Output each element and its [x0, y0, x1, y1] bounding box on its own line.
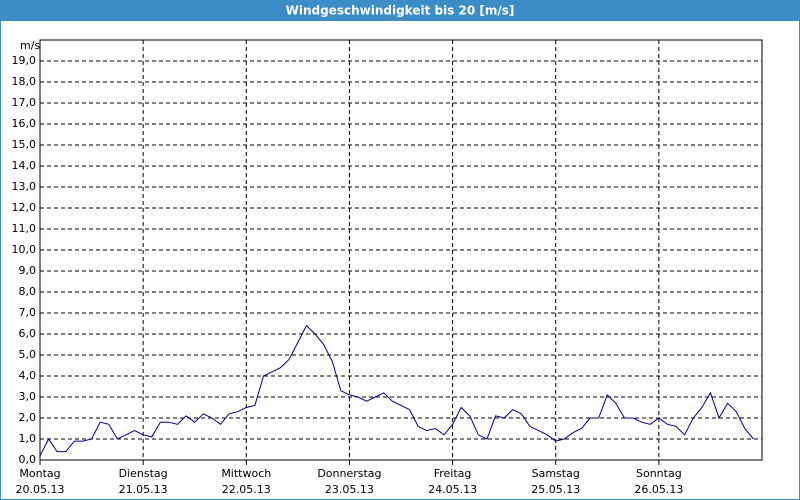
y-tick-label: 0,0: [19, 453, 37, 466]
y-tick-label: 13,0: [12, 180, 37, 193]
x-tick-label: Dienstag: [119, 467, 168, 480]
x-tick-date: 22.05.13: [222, 483, 271, 496]
y-tick-label: 19,0: [12, 54, 37, 67]
title-bar: [0, 0, 800, 21]
y-tick-label: 1,0: [19, 432, 37, 445]
y-tick-label: 17,0: [12, 96, 37, 109]
y-tick-label: 15,0: [12, 138, 37, 151]
x-tick-label: Samstag: [532, 467, 580, 480]
plot-border: [39, 39, 763, 461]
x-tick-date: 26.05.13: [634, 483, 683, 496]
y-tick-label: 3,0: [19, 390, 37, 403]
y-tick-label: 7,0: [19, 306, 37, 319]
y-tick-label: 6,0: [19, 327, 37, 340]
x-tick-date: 23.05.13: [325, 483, 374, 496]
y-tick-label: 10,0: [12, 243, 37, 256]
y-tick-label: 4,0: [19, 369, 37, 382]
x-tick-label: Sonntag: [636, 467, 682, 480]
y-tick-label: 5,0: [19, 348, 37, 361]
data-line: [39, 324, 754, 457]
chart-title: Windgeschwindigkeit bis 20 [m/s]: [286, 4, 515, 18]
y-tick-label: 14,0: [12, 159, 37, 172]
x-tick-label: Montag: [19, 467, 60, 480]
x-tick-label: Donnerstag: [317, 467, 381, 480]
y-tick-label: 9,0: [19, 264, 37, 277]
y-axis-unit: m/s: [20, 39, 40, 52]
y-tick-label: 2,0: [19, 411, 37, 424]
x-tick-date: 20.05.13: [16, 483, 65, 496]
x-tick-label: Freitag: [434, 467, 472, 480]
y-tick-label: 18,0: [12, 75, 37, 88]
x-tick-date: 25.05.13: [531, 483, 580, 496]
y-tick-label: 8,0: [19, 285, 37, 298]
y-tick-label: 11,0: [12, 222, 37, 235]
x-tick-date: 21.05.13: [119, 483, 168, 496]
x-tick-label: Mittwoch: [221, 467, 271, 480]
x-tick-date: 24.05.13: [428, 483, 477, 496]
y-tick-label: 16,0: [12, 117, 37, 130]
y-tick-label: 12,0: [12, 201, 37, 214]
